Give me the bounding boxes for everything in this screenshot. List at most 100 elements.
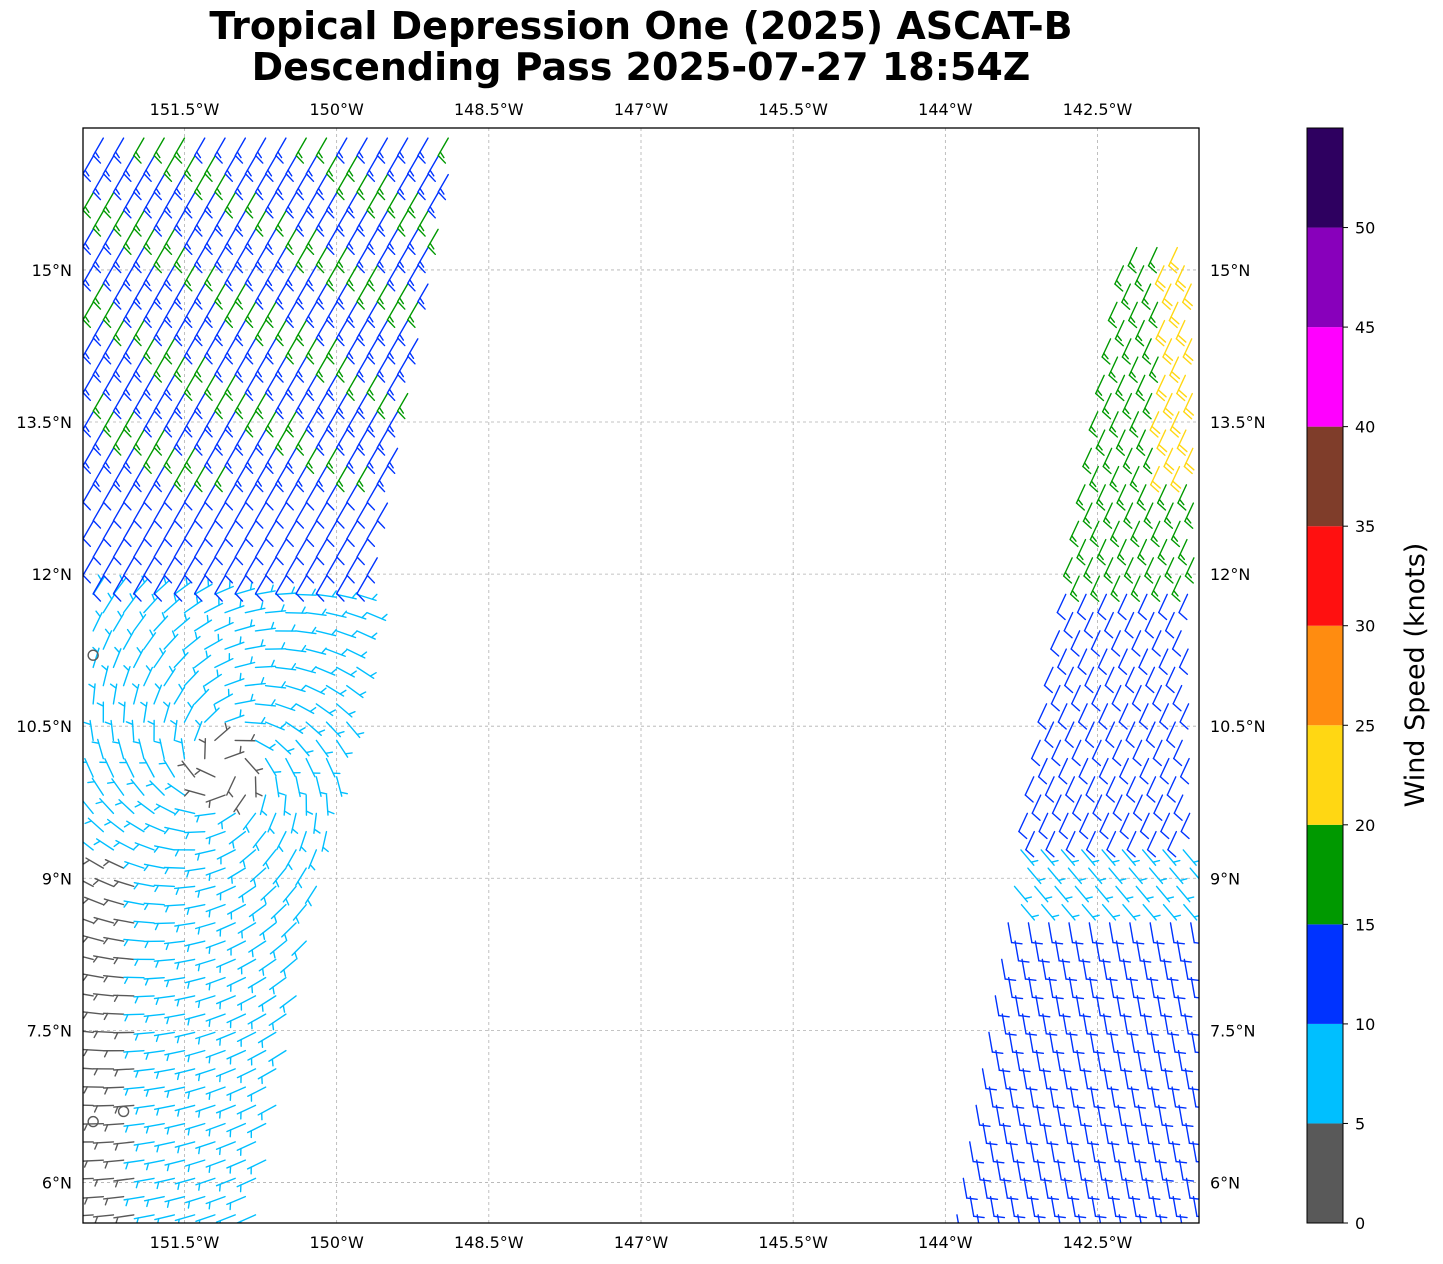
wind-barb-437 (83, 520, 94, 548)
wind-barb-771 (224, 155, 236, 183)
wind-barb-762 (417, 173, 429, 201)
wind-barb-577 (112, 356, 125, 383)
wind-barb-657 (396, 283, 409, 310)
wind-barb-223 (321, 830, 329, 853)
wind-barb-1076 (1057, 703, 1068, 730)
wind-barb-988 (1122, 903, 1141, 921)
wind-barb-473 (204, 484, 216, 511)
wind-barb-279 (214, 722, 231, 742)
wind-barb-544 (92, 392, 104, 420)
wind-barb-131 (247, 976, 267, 994)
wind-barb-581 (194, 356, 206, 383)
wind-barb-642 (92, 283, 104, 310)
wind-barb-1122 (1158, 593, 1168, 621)
lat-tick-label-right-2: 9°N (1210, 869, 1240, 888)
wind-barb-11 (123, 1195, 145, 1207)
wind-barb-226 (115, 799, 135, 815)
wind-barb-739 (305, 192, 318, 219)
wind-barb-281 (254, 739, 276, 751)
wind-barb-559 (396, 392, 409, 420)
wind-barb-686 (295, 246, 307, 274)
wind-barb-1212 (1182, 283, 1193, 310)
wind-barb-1048 (1105, 776, 1116, 803)
wind-barb-198 (272, 867, 287, 888)
wind-barb-1038 (1072, 794, 1082, 821)
wind-barb-462 (295, 502, 307, 529)
wind-barb-892 (981, 1068, 998, 1091)
wind-barb-523 (295, 429, 307, 456)
wind-barb-231 (217, 812, 236, 830)
wind-barb-558 (376, 392, 389, 420)
wind-barb-459 (234, 502, 247, 529)
wind-barb-1103 (1178, 648, 1189, 675)
wind-barb-619 (295, 319, 307, 347)
wind-barb-84 (123, 1049, 145, 1059)
wind-barb-776 (325, 155, 338, 183)
wind-barb-923 (1191, 1031, 1199, 1054)
wind-barb-468 (102, 484, 115, 511)
wind-barb-947 (1068, 976, 1085, 1000)
wind-barb-1137 (1076, 538, 1087, 566)
wind-barb-1028 (1038, 812, 1049, 840)
wind-barb-641 (407, 301, 419, 329)
wind-barb-494 (336, 465, 348, 493)
wind-barb-38 (133, 1141, 155, 1152)
lat-tick-label-right-5: 13.5°N (1210, 413, 1266, 432)
wind-barb-512 (386, 447, 399, 475)
wind-barb-902 (1184, 1068, 1199, 1091)
wind-barb-953 (1190, 976, 1199, 999)
wind-barb-157 (113, 918, 135, 927)
wind-barb-1142 (1177, 538, 1188, 566)
wind-barb-488 (214, 465, 226, 493)
wind-barb-866 (1124, 1122, 1140, 1146)
wind-barb-188 (304, 885, 318, 907)
lon-tick-label-top-2: 148.5°W (454, 100, 524, 119)
wind-barb-669 (285, 265, 297, 292)
wind-barb-48 (164, 1122, 186, 1135)
wind-barb-1148 (1170, 520, 1181, 548)
wind-barb-323 (325, 684, 347, 697)
wind-barb-170 (163, 903, 186, 913)
wind-barb-660 (102, 265, 115, 292)
wind-barb-840 (1057, 1159, 1073, 1182)
wind-barb-1203 (1155, 319, 1167, 347)
wind-barb-882 (1009, 1086, 1025, 1109)
wind-barb-378 (346, 611, 368, 620)
wind-barb-631 (204, 301, 216, 329)
wind-barb-770 (204, 155, 216, 183)
wind-barb-74 (113, 1068, 135, 1077)
wind-barb-162 (216, 922, 236, 937)
wind-barb-736 (244, 192, 257, 219)
wind-barb-220 (252, 830, 267, 852)
wind-barb-463 (315, 502, 328, 529)
wind-barb-333 (254, 659, 277, 669)
wind-barb-732 (163, 192, 176, 219)
wind-barb-511 (366, 447, 378, 475)
wind-barb-451 (366, 520, 378, 548)
wind-barb-255 (226, 776, 236, 798)
wind-barb-1037 (1051, 794, 1062, 821)
wind-barb-249 (99, 758, 115, 778)
wind-barb-241 (184, 789, 206, 797)
wind-barb-1150 (1103, 502, 1113, 529)
wind-barb-565 (183, 374, 196, 402)
wind-barb-47 (143, 1122, 165, 1134)
wind-barb-1206 (1128, 301, 1138, 329)
wind-barb-704 (305, 228, 318, 256)
wind-barb-996 (1095, 885, 1114, 903)
wind-barb-458 (214, 502, 226, 529)
wind-barb-415 (224, 557, 236, 584)
wind-barb-335 (295, 665, 317, 674)
wind-barb-1052 (1037, 757, 1048, 785)
wind-barb-474 (224, 484, 236, 511)
wind-barb-1110 (1171, 630, 1182, 657)
wind-barb-592 (83, 338, 94, 365)
colorbar-tick-label-3: 15 (1355, 915, 1375, 934)
wind-barb-1077 (1077, 703, 1088, 730)
wind-barb-937 (1055, 995, 1071, 1018)
lon-tick-label-bottom-0: 151.5°W (150, 1233, 220, 1252)
wind-barb-752 (214, 173, 226, 201)
wind-barb-1204 (1175, 319, 1187, 347)
wind-barb-1030 (1079, 812, 1089, 840)
wind-barb-363 (315, 628, 337, 637)
